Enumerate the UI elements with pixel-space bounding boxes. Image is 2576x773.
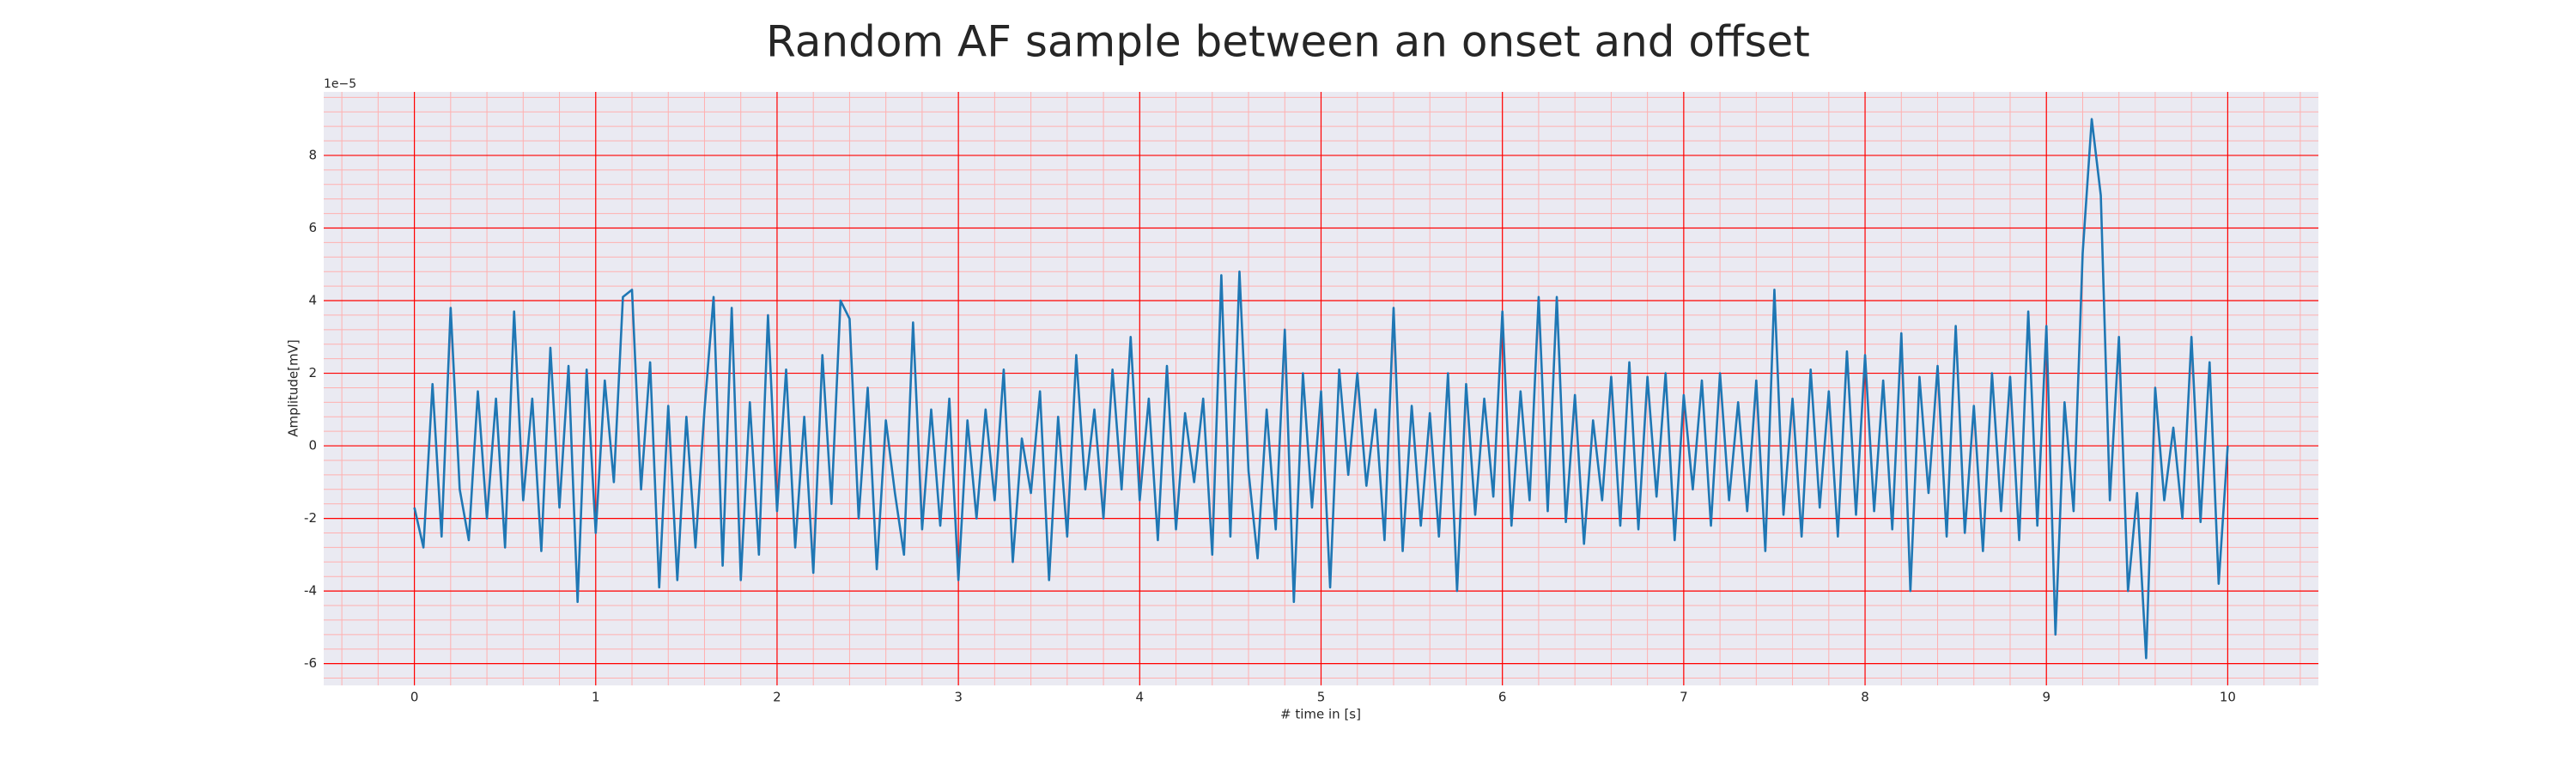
y-tick-label: -2 bbox=[304, 510, 317, 526]
x-tick-label: 7 bbox=[1680, 690, 1688, 705]
y-tick-label: 8 bbox=[308, 147, 317, 162]
y-tick-label: -6 bbox=[304, 655, 317, 671]
y-axis-label: Amplitude[mV] bbox=[286, 339, 301, 436]
x-tick-label: 6 bbox=[1498, 690, 1507, 705]
x-tick-label: 3 bbox=[954, 690, 963, 705]
data-line bbox=[413, 118, 2229, 660]
y-tick-label: 0 bbox=[308, 438, 317, 453]
y-tick-label: 4 bbox=[308, 293, 317, 308]
x-tick-label: 0 bbox=[410, 690, 419, 705]
y-tick-label: 6 bbox=[308, 220, 317, 235]
x-tick-label: 8 bbox=[1861, 690, 1869, 705]
x-tick-label: 4 bbox=[1136, 690, 1145, 705]
x-tick-label: 1 bbox=[592, 690, 600, 705]
chart-title: Random AF sample between an onset and of… bbox=[766, 17, 1810, 67]
y-tick-label: -4 bbox=[304, 583, 317, 599]
x-tick-label: 5 bbox=[1317, 690, 1326, 705]
x-tick-label: 10 bbox=[2220, 690, 2236, 705]
x-axis-label: # time in [s] bbox=[1280, 707, 1361, 722]
x-tick-label: 2 bbox=[773, 690, 781, 705]
marks bbox=[413, 118, 2229, 660]
y-tick-label: 2 bbox=[308, 365, 317, 380]
x-tick-label: 9 bbox=[2042, 690, 2050, 705]
y-offset-label: 1e−5 bbox=[324, 77, 356, 91]
